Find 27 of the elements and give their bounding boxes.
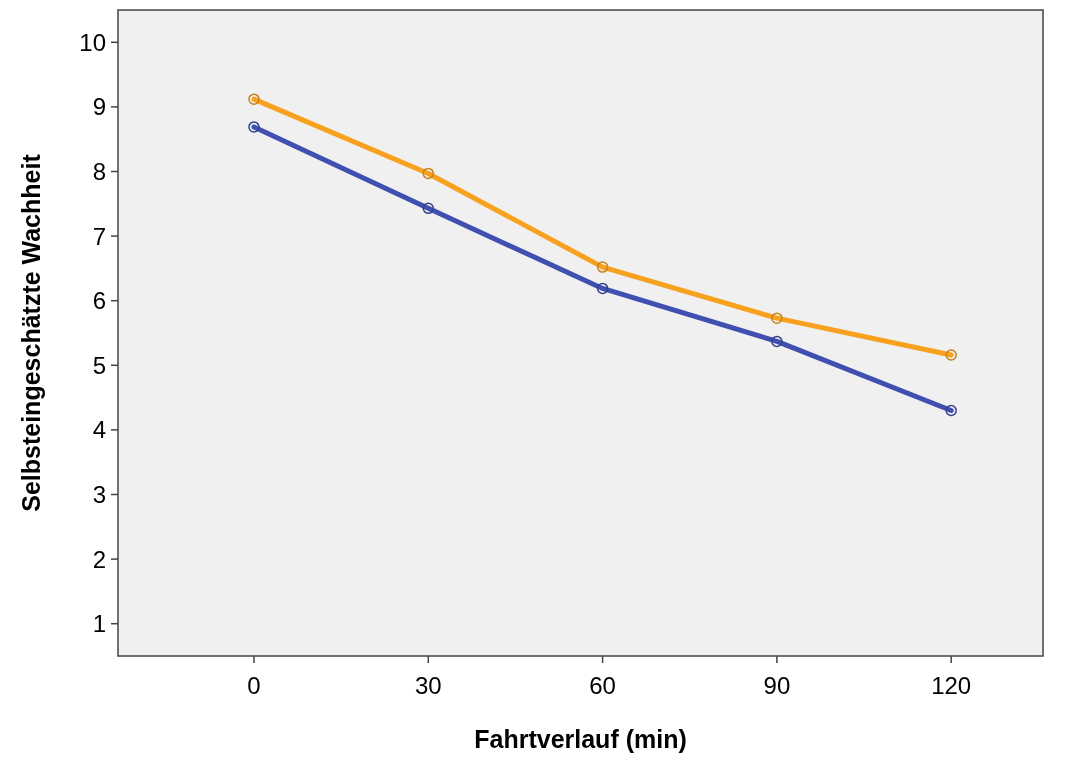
point [248,121,260,133]
point [422,167,435,180]
y-tick-label: 1 [92,610,106,638]
y-tick-label: 3 [92,480,106,508]
y-tick-label: 9 [92,93,106,121]
x-tick-label: 30 [414,672,442,699]
y-tick-label: 4 [92,416,106,444]
x-tick-label: 120 [931,672,972,699]
y-tick-label: 6 [92,287,106,315]
point [422,202,435,215]
x-tick-label: 90 [763,672,791,699]
x-tick-label: 60 [589,672,616,699]
y-tick-label: 8 [92,157,106,185]
y-tick-label: 10 [79,28,106,56]
point [248,93,260,105]
point [771,312,783,324]
point [771,335,783,348]
y-axis-title: Selbsteingeschätzte Wachheit [17,153,45,512]
point [596,261,609,273]
x-axis-title: Fahrtverlauf (min) [474,725,687,753]
point [945,349,957,361]
x-tick-label: 0 [247,672,261,699]
point [945,404,957,417]
y-tick-label: 7 [92,222,106,250]
y-tick-label: 2 [92,545,106,573]
point [596,282,609,295]
y-tick-label: 5 [92,351,106,379]
